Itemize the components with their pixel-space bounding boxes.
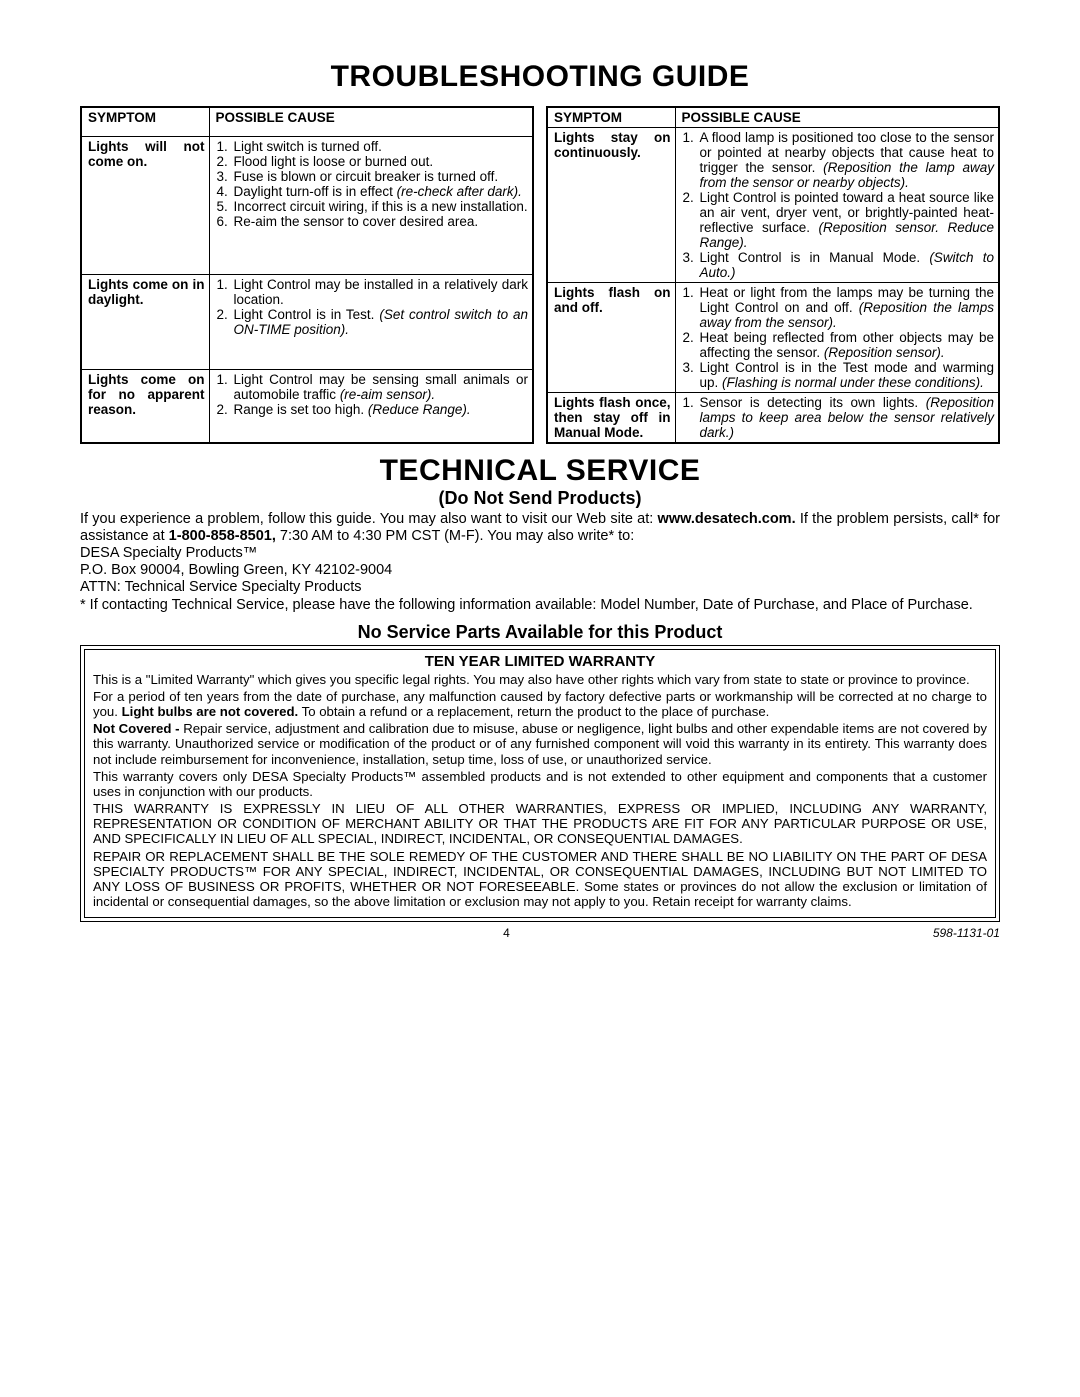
page-number: 4 bbox=[503, 926, 510, 940]
tech-website: www.desatech.com. bbox=[658, 511, 796, 527]
cause-list: Light Control may be installed in a rela… bbox=[216, 277, 529, 337]
table-row: Lights flash once, then stay off in Manu… bbox=[547, 393, 999, 444]
tech-address-line: DESA Specialty Products™ bbox=[80, 545, 1000, 562]
cause-item: A flood lamp is positioned too close to … bbox=[698, 130, 995, 190]
cause-item: Heat being reflected from other objects … bbox=[698, 330, 995, 360]
cause-item: Sensor is detecting its own lights. (Rep… bbox=[698, 395, 995, 440]
table-row: Lights flash on and off. Heat or light fr… bbox=[547, 283, 999, 393]
trouble-table-left: SYMPTOM POSSIBLE CAUSE Lights will not c… bbox=[80, 106, 534, 444]
table-row: Lights stay on continuously. A flood lamp… bbox=[547, 128, 999, 283]
col-header-symptom: SYMPTOM bbox=[81, 107, 209, 137]
page-footer: 4 598-1131-01 bbox=[80, 926, 1000, 940]
tech-text: If you experience a problem, follow this… bbox=[80, 511, 658, 527]
tech-address-line: ATTN: Technical Service Specialty Produc… bbox=[80, 579, 1000, 596]
cause-list: Light switch is turned off.Flood light i… bbox=[216, 139, 529, 229]
col-header-symptom: SYMPTOM bbox=[547, 107, 675, 128]
cause-cell: Sensor is detecting its own lights. (Rep… bbox=[675, 393, 999, 444]
cause-cell: Light Control may be installed in a rela… bbox=[209, 275, 533, 370]
tables-container: SYMPTOM POSSIBLE CAUSE Lights will not c… bbox=[80, 106, 1000, 444]
do-not-send-subhead: (Do Not Send Products) bbox=[80, 488, 1000, 509]
cause-item: Incorrect circuit wiring, if this is a n… bbox=[232, 199, 529, 214]
cause-list: A flood lamp is positioned too close to … bbox=[682, 130, 995, 280]
warranty-paragraph: REPAIR OR REPLACEMENT SHALL BE THE SOLE … bbox=[93, 849, 987, 910]
tech-address-line: P.O. Box 90004, Bowling Green, KY 42102-… bbox=[80, 562, 1000, 579]
table-row: Lights come on for no apparent reason. Li… bbox=[81, 370, 533, 443]
cause-item: Light Control may be installed in a rela… bbox=[232, 277, 529, 307]
tech-phone: 1-800-858-8501, bbox=[169, 528, 276, 544]
cause-item: Fuse is blown or circuit breaker is turn… bbox=[232, 169, 529, 184]
tech-text: 7:30 AM to 4:30 PM CST (M-F). You may al… bbox=[276, 528, 634, 544]
table-row: Lights will not come on.Light switch is … bbox=[81, 137, 533, 275]
cause-item: Light Control may be sensing small anima… bbox=[232, 372, 529, 402]
cause-item: Flood light is loose or burned out. bbox=[232, 154, 529, 169]
cause-item: Range is set too high. (Reduce Range). bbox=[232, 402, 529, 417]
troubleshooting-title: TROUBLESHOOTING GUIDE bbox=[80, 60, 1000, 94]
document-number: 598-1131-01 bbox=[933, 926, 1000, 940]
warranty-title: TEN YEAR LIMITED WARRANTY bbox=[93, 653, 987, 670]
cause-item: Re-aim the sensor to cover desired area. bbox=[232, 214, 529, 229]
cause-item: Heat or light from the lamps may be turn… bbox=[698, 285, 995, 330]
cause-item: Daylight turn-off is in effect (re-check… bbox=[232, 184, 529, 199]
warranty-paragraph: THIS WARRANTY IS EXPRESSLY IN LIEU OF AL… bbox=[93, 801, 987, 847]
trouble-table-right: SYMPTOM POSSIBLE CAUSE Lights stay on co… bbox=[546, 106, 1000, 444]
cause-cell: A flood lamp is positioned too close to … bbox=[675, 128, 999, 283]
cause-list: Heat or light from the lamps may be turn… bbox=[682, 285, 995, 390]
warranty-paragraph: This is a "Limited Warranty" which gives… bbox=[93, 672, 987, 687]
warranty-paragraph: For a period of ten years from the date … bbox=[93, 689, 987, 719]
col-header-cause: POSSIBLE CAUSE bbox=[209, 107, 533, 137]
cause-item: Light Control is in Test. (Set control s… bbox=[232, 307, 529, 337]
cause-item: Light Control is in Manual Mode. (Switch… bbox=[698, 250, 995, 280]
warranty-paragraph: This warranty covers only DESA Specialty… bbox=[93, 769, 987, 799]
col-header-cause: POSSIBLE CAUSE bbox=[675, 107, 999, 128]
cause-item: Light Control is pointed toward a heat s… bbox=[698, 190, 995, 250]
cause-list: Light Control may be sensing small anima… bbox=[216, 372, 529, 417]
cause-cell: Light Control may be sensing small anima… bbox=[209, 370, 533, 443]
symptom-cell: Lights stay on continuously. bbox=[547, 128, 675, 283]
symptom-cell: Lights come on in daylight. bbox=[81, 275, 209, 370]
tech-footnote: * If contacting Technical Service, pleas… bbox=[80, 597, 1000, 614]
warranty-inner: TEN YEAR LIMITED WARRANTY This is a "Lim… bbox=[84, 649, 996, 919]
symptom-cell: Lights come on for no apparent reason. bbox=[81, 370, 209, 443]
symptom-cell: Lights will not come on. bbox=[81, 137, 209, 275]
tech-paragraph: If you experience a problem, follow this… bbox=[80, 511, 1000, 545]
technical-service-title: TECHNICAL SERVICE bbox=[80, 454, 1000, 488]
cause-cell: Light switch is turned off.Flood light i… bbox=[209, 137, 533, 275]
cause-item: Light Control is in the Test mode and wa… bbox=[698, 360, 995, 390]
warranty-paragraph: Not Covered - Repair service, adjustment… bbox=[93, 721, 987, 767]
no-service-parts-heading: No Service Parts Available for this Prod… bbox=[80, 622, 1000, 643]
table-row: Lights come on in daylight. Light Control… bbox=[81, 275, 533, 370]
warranty-box: TEN YEAR LIMITED WARRANTY This is a "Lim… bbox=[80, 645, 1000, 923]
cause-item: Light switch is turned off. bbox=[232, 139, 529, 154]
cause-cell: Heat or light from the lamps may be turn… bbox=[675, 283, 999, 393]
symptom-cell: Lights flash on and off. bbox=[547, 283, 675, 393]
cause-list: Sensor is detecting its own lights. (Rep… bbox=[682, 395, 995, 440]
symptom-cell: Lights flash once, then stay off in Manu… bbox=[547, 393, 675, 444]
